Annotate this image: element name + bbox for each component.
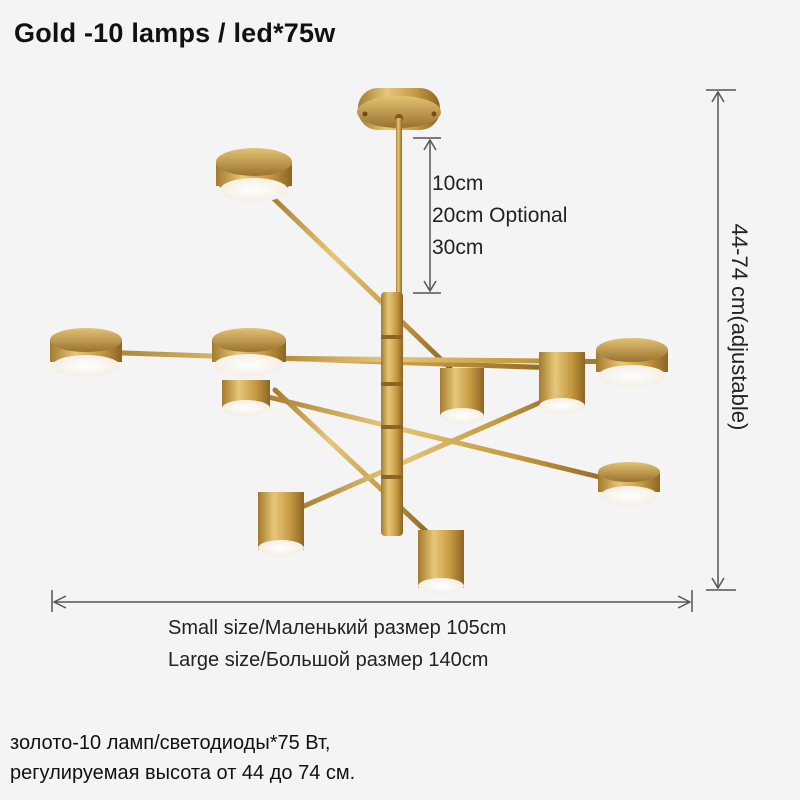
- rod-option-30cm: 30cm: [432, 236, 484, 259]
- rod-option-10cm: 10cm: [432, 172, 484, 195]
- height-label: 44-74 cm(adjustable): [727, 223, 752, 431]
- rod-option-20cm: 20cm Optional: [432, 204, 568, 227]
- hanging-rod: [396, 118, 402, 296]
- chandelier-arms: [92, 192, 643, 538]
- cylinder-lamp: [418, 530, 464, 594]
- caption-line-2: регулируемая высота от 44 до 74 см.: [10, 762, 356, 784]
- cylinder-lamp: [222, 380, 270, 416]
- width-arrow: [51, 590, 693, 612]
- cylinder-lamp: [440, 368, 484, 424]
- height-arrow: [706, 89, 736, 591]
- cylinder-lamp: [258, 492, 304, 556]
- product-title: Gold -10 lamps / led*75w: [14, 18, 336, 48]
- disc-lamp: [216, 148, 292, 202]
- disc-lamp: [212, 328, 286, 376]
- rod-length-arrow: [413, 137, 441, 294]
- central-column: [381, 292, 403, 536]
- small-size-label: Small size/Маленький размер 105cm: [168, 617, 507, 639]
- disc-lamp: [50, 328, 122, 377]
- caption-line-1: золото-10 ламп/светодиоды*75 Вт,: [10, 732, 331, 754]
- disc-lamp: [596, 338, 668, 387]
- cylinder-lamp: [539, 352, 585, 414]
- disc-lamp: [598, 462, 660, 506]
- large-size-label: Large size/Большой размер 140cm: [168, 649, 489, 671]
